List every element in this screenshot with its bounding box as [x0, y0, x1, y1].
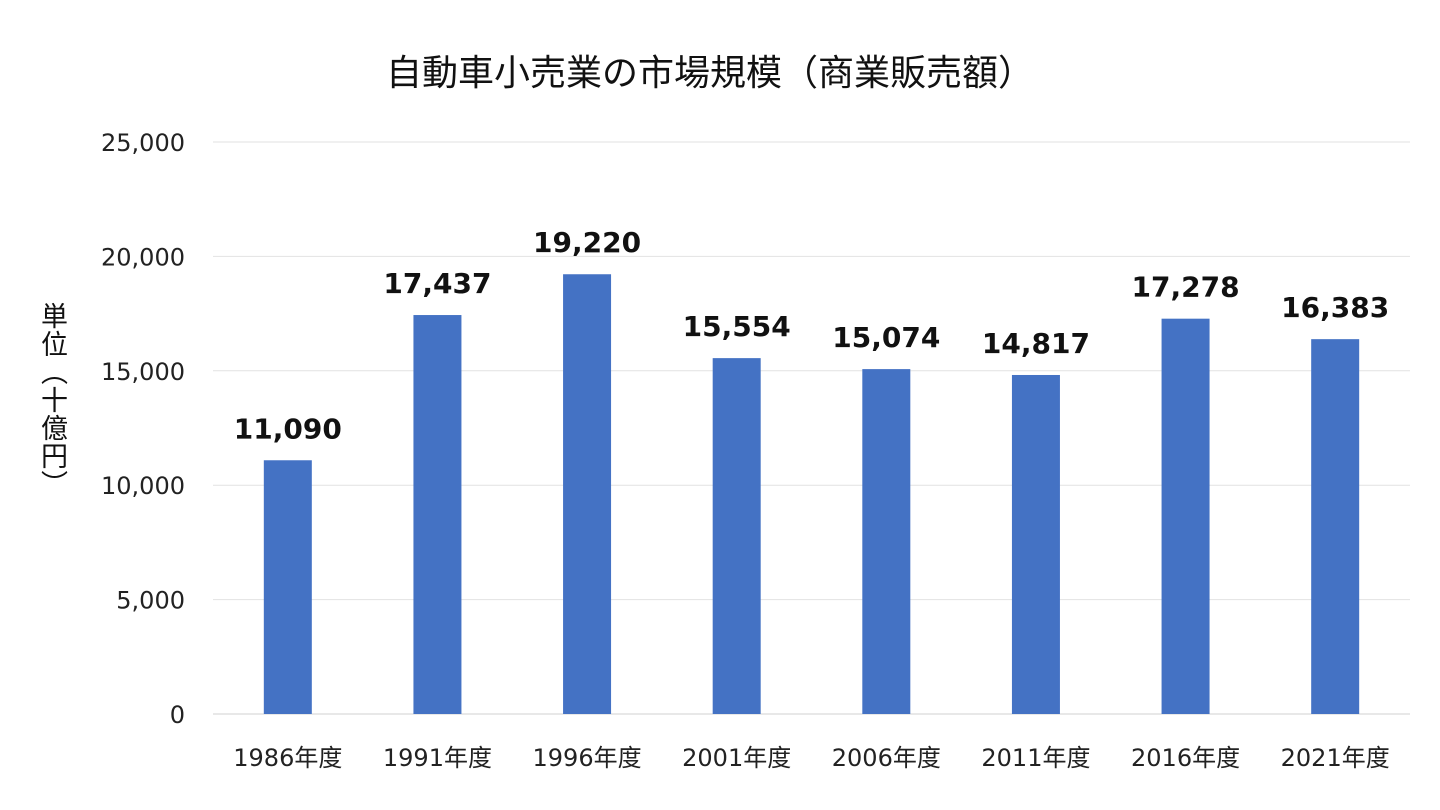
x-tick-label: 2021年度	[1281, 744, 1390, 772]
y-tick-label: 20,000	[101, 243, 185, 271]
x-tick-label: 2011年度	[981, 744, 1090, 772]
bar	[862, 369, 911, 714]
y-axis-label: 単位（十億円）	[36, 302, 67, 498]
y-axis-ticks: 0 5,000 10,000 15,000 20,000 25,000	[101, 129, 185, 729]
bar	[263, 460, 312, 714]
bar	[712, 358, 761, 714]
x-tick-label: 2006年度	[832, 744, 941, 772]
data-label: 17,278	[1132, 271, 1240, 304]
y-tick-label: 25,000	[101, 129, 185, 157]
y-tick-label: 15,000	[101, 358, 185, 386]
bar	[1311, 339, 1360, 714]
data-label: 14,817	[982, 327, 1090, 360]
x-tick-label: 1991年度	[383, 744, 492, 772]
x-tick-label: 1996年度	[533, 744, 642, 772]
x-tick-label: 2001年度	[682, 744, 791, 772]
x-tick-label: 1986年度	[233, 744, 342, 772]
data-label: 15,074	[832, 321, 940, 354]
bar	[563, 274, 612, 714]
data-label: 19,220	[533, 226, 641, 259]
x-tick-label: 2016年度	[1131, 744, 1240, 772]
bar	[1161, 318, 1210, 714]
y-tick-label: 10,000	[101, 472, 185, 500]
x-axis-ticks: 1986年度 1991年度 1996年度 2001年度 2006年度 2011年度 2016…	[233, 744, 1389, 772]
data-label: 16,383	[1281, 291, 1389, 324]
y-tick-label: 5,000	[116, 587, 185, 615]
y-tick-label: 0	[170, 701, 185, 729]
bar	[413, 315, 462, 714]
data-label: 11,090	[234, 412, 342, 445]
data-labels: 11,090 17,437 19,220 15,554 15,074 14,817 17,2…	[234, 226, 1389, 445]
bar	[1011, 374, 1060, 714]
data-label: 17,437	[383, 267, 491, 300]
bars	[263, 274, 1360, 714]
data-label: 15,554	[683, 310, 791, 343]
chart-title: 自動車小売業の市場規模（商業販売額）	[386, 53, 1034, 94]
gridlines	[213, 141, 1410, 715]
